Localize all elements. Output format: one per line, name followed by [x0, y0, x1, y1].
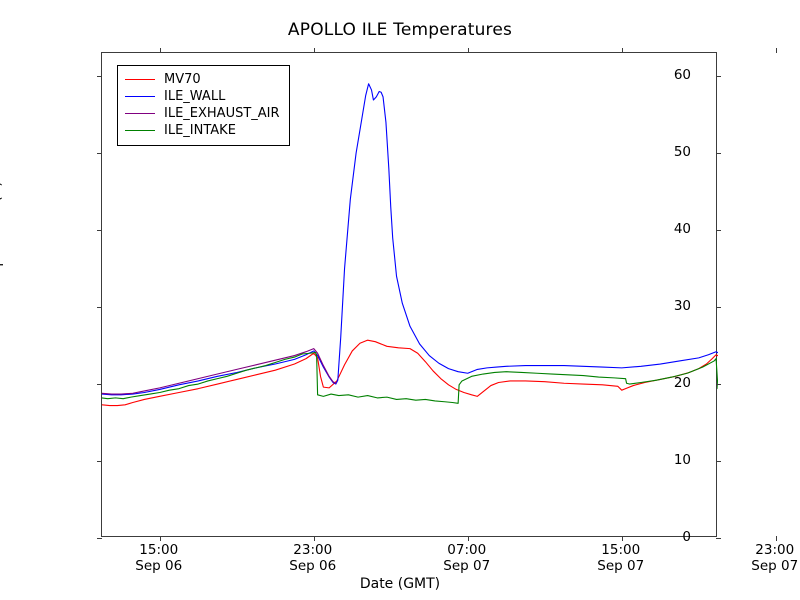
x-tick-mark: [467, 536, 470, 541]
legend-entry: ILE_INTAKE: [125, 122, 280, 139]
y-tick-mark: [97, 76, 102, 78]
y-tick-mark-right: [716, 461, 721, 463]
y-tick-label: 30: [673, 298, 691, 315]
legend-color-swatch: [125, 130, 155, 131]
y-tick-label: 60: [673, 67, 691, 84]
plot-lines: [102, 83, 718, 407]
series-line-ile_intake: [102, 351, 718, 404]
x-tick-label: 15:00 Sep 06: [135, 542, 182, 574]
x-tick-time: 23:00: [293, 542, 333, 558]
y-tick-mark-right: [716, 230, 721, 232]
y-tick-mark-right: [716, 153, 721, 155]
x-tick-time: 15:00: [139, 542, 179, 558]
legend-entry: MV70: [125, 71, 280, 88]
series-line-ile_exhaust_air: [102, 348, 337, 395]
y-tick-label: 20: [673, 375, 691, 392]
legend-entry: ILE_EXHAUST_AIR: [125, 105, 280, 122]
x-tick-time: 07:00: [447, 542, 487, 558]
x-tick-label: 07:00 Sep 07: [443, 542, 490, 574]
y-tick-mark-right: [716, 538, 721, 540]
chart-title: APOLLO ILE Temperatures: [287, 20, 513, 40]
x-tick-time: 15:00: [601, 542, 641, 558]
plot-area: MV70 ILE_WALL ILE_EXHAUST_AIR ILE_INTAKE: [97, 48, 778, 541]
series-line-ile_wall: [102, 83, 718, 396]
y-tick-label: 10: [673, 452, 691, 469]
y-tick-label: 50: [673, 144, 691, 161]
x-tick-label: 23:00 Sep 06: [289, 542, 336, 574]
y-tick-mark: [97, 153, 102, 155]
y-tick-mark: [97, 461, 102, 463]
series-line-mv70: [102, 339, 718, 407]
y-tick-mark: [97, 538, 102, 540]
x-tick-mark: [621, 536, 624, 541]
x-tick-date: Sep 07: [443, 558, 491, 574]
y-tick-mark-right: [716, 384, 721, 386]
y-tick-label: 0: [682, 529, 691, 545]
x-tick-date: Sep 07: [751, 558, 799, 574]
y-tick-mark-right: [716, 307, 721, 309]
y-tick-mark: [97, 230, 102, 232]
legend-label: ILE_EXHAUST_AIR: [164, 106, 280, 121]
x-axis-label: Date (GMT): [359, 576, 441, 592]
chart-legend: MV70 ILE_WALL ILE_EXHAUST_AIR ILE_INTAKE: [117, 65, 290, 146]
x-tick-label: 23:00 Sep 07: [751, 542, 798, 574]
x-tick-mark-top: [775, 48, 778, 53]
legend-color-swatch: [125, 79, 155, 80]
x-tick-date: Sep 06: [135, 558, 183, 574]
legend-label: ILE_WALL: [164, 89, 226, 104]
x-tick-mark-top: [159, 48, 162, 53]
y-tick-label: 40: [673, 221, 691, 238]
y-tick-mark: [97, 307, 102, 309]
legend-entry: ILE_WALL: [125, 88, 280, 105]
legend-color-swatch: [125, 96, 155, 97]
x-tick-date: Sep 06: [289, 558, 337, 574]
x-tick-mark: [775, 536, 778, 541]
x-tick-mark-top: [467, 48, 470, 53]
x-tick-label: 15:00 Sep 07: [597, 542, 644, 574]
legend-label: MV70: [164, 72, 201, 87]
x-tick-mark-top: [621, 48, 624, 53]
x-tick-date: Sep 07: [597, 558, 645, 574]
y-axis-label: Temperature (C): [0, 181, 4, 295]
x-tick-mark-top: [313, 48, 316, 53]
x-tick-mark: [159, 536, 162, 541]
legend-label: ILE_INTAKE: [164, 123, 236, 138]
x-tick-mark: [313, 536, 316, 541]
legend-color-swatch: [125, 113, 155, 114]
y-tick-mark: [97, 384, 102, 386]
x-tick-time: 23:00: [755, 542, 795, 558]
y-tick-mark-right: [716, 76, 721, 78]
